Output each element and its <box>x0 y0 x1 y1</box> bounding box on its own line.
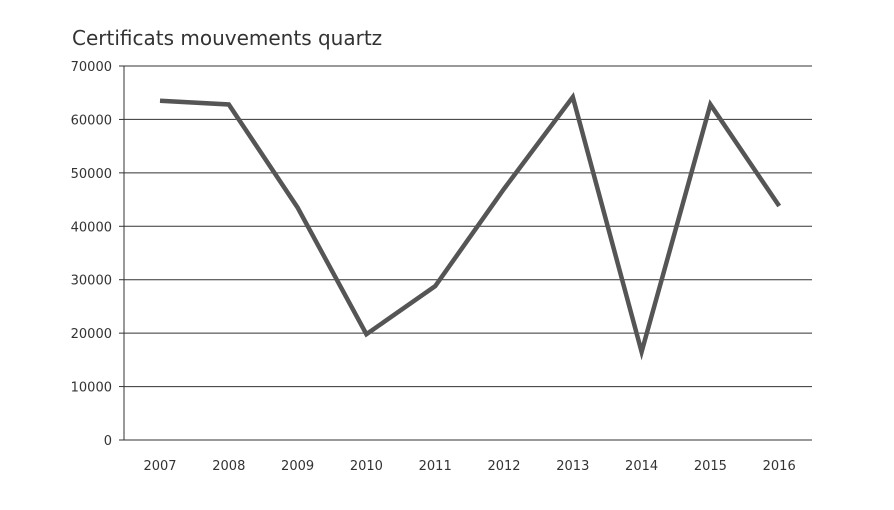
x-tick-label: 2007 <box>143 459 176 474</box>
x-tick-label: 2015 <box>694 459 727 474</box>
x-tick-label: 2016 <box>763 459 796 474</box>
y-tick-label: 20000 <box>71 327 112 342</box>
y-tick-label: 70000 <box>71 60 112 75</box>
y-tick-label: 0 <box>104 434 112 449</box>
x-tick-label: 2009 <box>281 459 314 474</box>
y-tick-label: 30000 <box>71 274 112 289</box>
x-tick-label: 2012 <box>487 459 520 474</box>
x-tick-label: 2013 <box>556 459 589 474</box>
chart-title: Certificats mouvements quartz <box>72 26 383 50</box>
x-tick-label: 2014 <box>625 459 658 474</box>
y-tick-label: 40000 <box>71 220 112 235</box>
x-tick-label: 2011 <box>419 459 452 474</box>
y-tick-label: 60000 <box>71 113 112 128</box>
y-tick-label: 10000 <box>71 381 112 396</box>
series-line <box>159 91 782 361</box>
x-tick-label: 2010 <box>350 459 383 474</box>
x-tick-label: 2008 <box>212 459 245 474</box>
y-tick-label: 50000 <box>71 167 112 182</box>
